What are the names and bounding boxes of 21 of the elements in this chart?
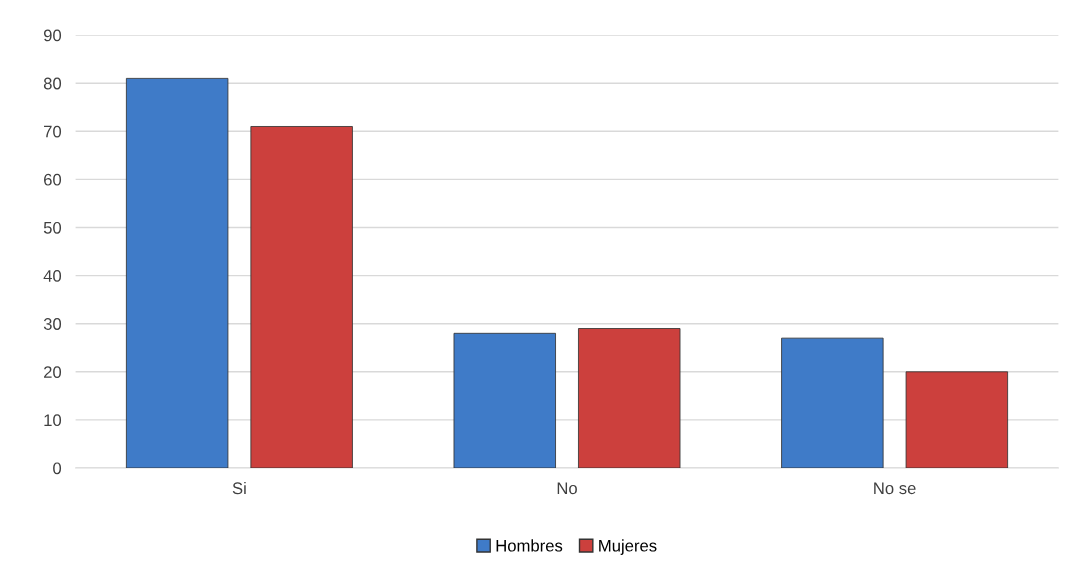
legend-label: Hombres — [496, 539, 563, 552]
y-tick-label: 70 — [44, 125, 62, 138]
y-tick-label: 0 — [53, 462, 62, 475]
y-tick-label: 90 — [43, 29, 62, 42]
y-tick-label: 10 — [44, 414, 62, 427]
legend-label: Mujeres — [599, 539, 657, 555]
y-tick-label: 20 — [44, 366, 62, 378]
x-tick-label: Si — [232, 481, 246, 495]
y-tick-label: 40 — [43, 270, 62, 282]
x-tick-label: No se — [874, 482, 916, 495]
bar — [453, 332, 556, 468]
x-tick-label: No — [557, 482, 577, 495]
y-tick-label: 30 — [43, 318, 62, 330]
bar — [905, 371, 1009, 468]
y-tick-label: 80 — [43, 77, 62, 90]
y-tick-label: 50 — [43, 221, 62, 234]
y-tick-label: 60 — [44, 173, 62, 186]
bar — [250, 126, 353, 468]
bar — [578, 328, 681, 468]
bar — [125, 77, 229, 468]
bar — [781, 337, 884, 468]
